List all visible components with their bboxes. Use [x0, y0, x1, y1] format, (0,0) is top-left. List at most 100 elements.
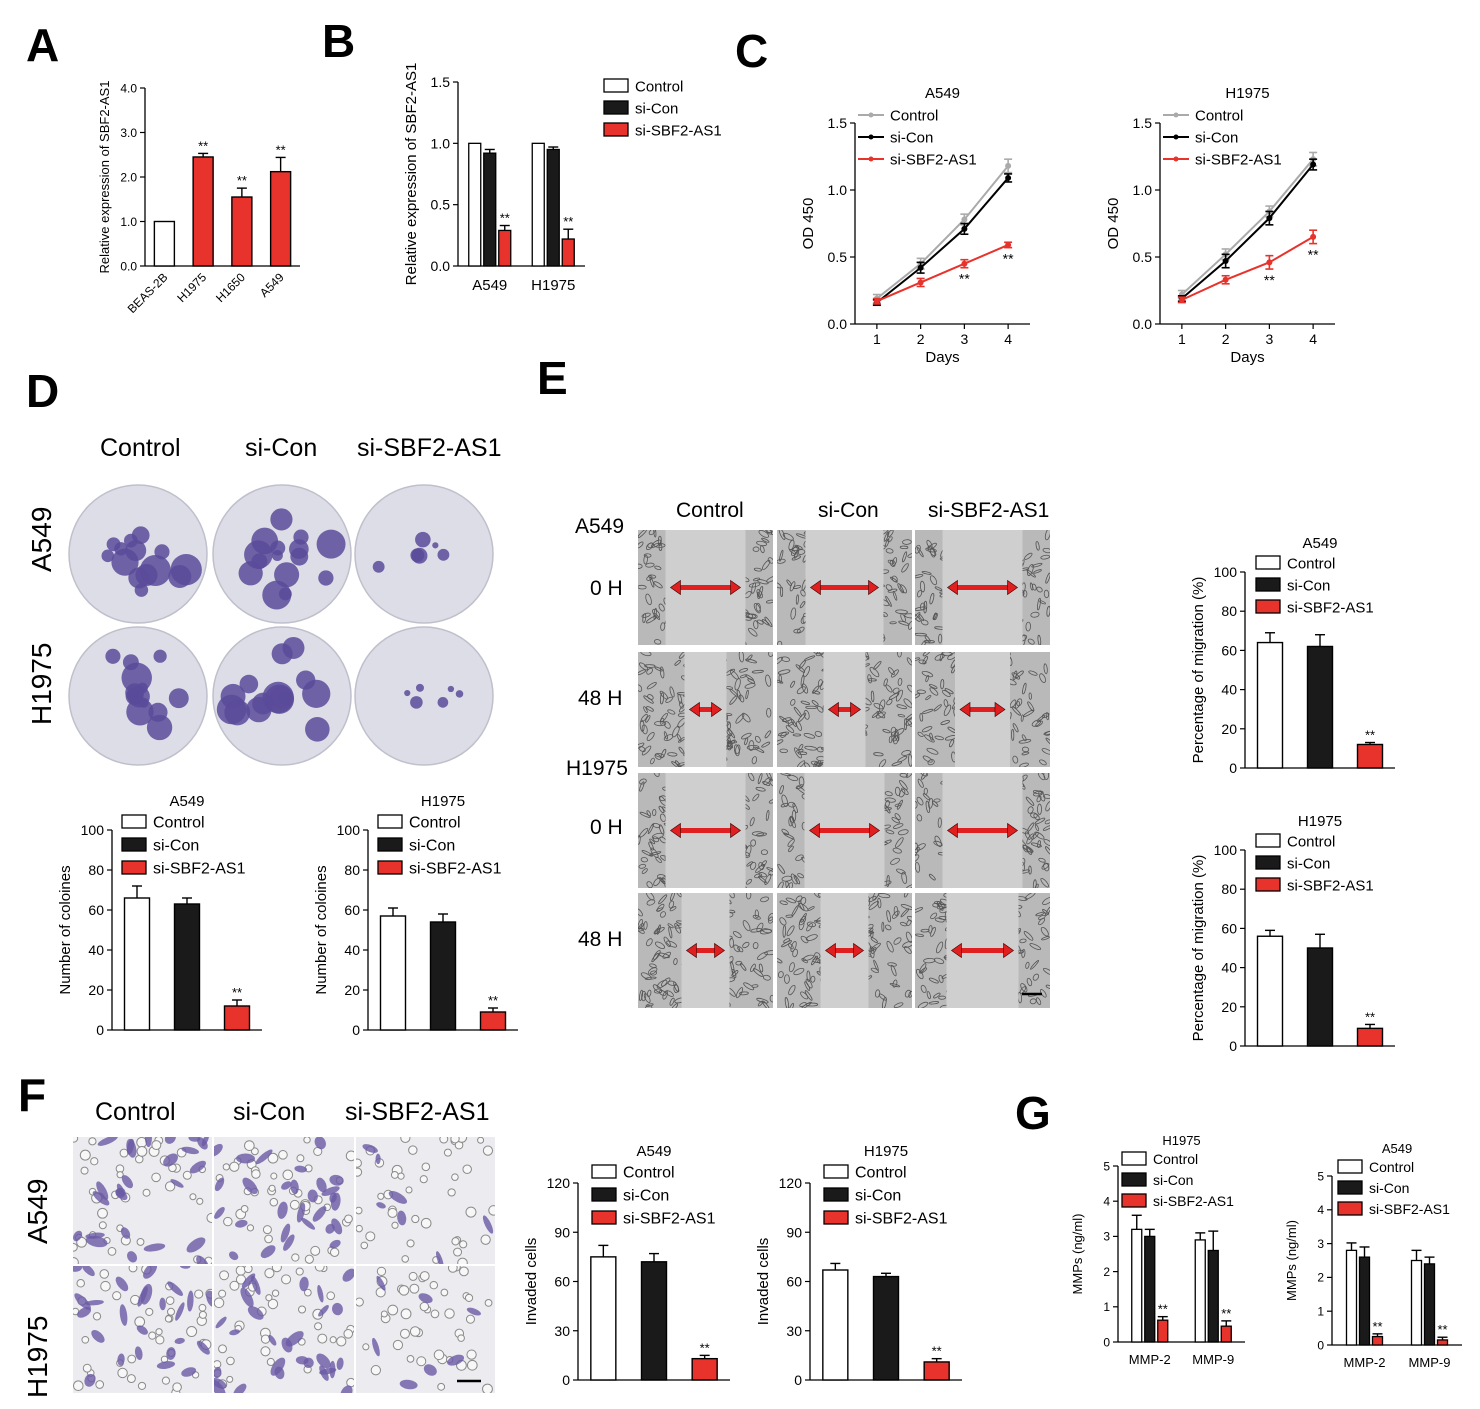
pore [457, 1257, 468, 1264]
cell-texture [745, 845, 752, 857]
chart-f2-ytick-label: 0 [794, 1372, 802, 1388]
cell-texture [660, 622, 666, 631]
cell-texture [926, 991, 931, 1000]
cell-texture [923, 958, 936, 964]
pore [100, 1280, 111, 1292]
cell-texture [652, 984, 662, 993]
cell-texture [1043, 730, 1050, 736]
cell-texture [658, 824, 665, 835]
chart-d1: 0 20 40 60 80 100 Number of coloines A549 ** Cont… [57, 793, 262, 1038]
invaded-cell [260, 1245, 276, 1259]
cell-texture [884, 924, 892, 931]
pore [194, 1289, 204, 1299]
chart-b-ytick-label: 1.0 [431, 135, 451, 151]
pore [314, 1322, 323, 1331]
cell-texture [746, 893, 752, 900]
invaded-cell [236, 1153, 256, 1164]
cell-texture [896, 868, 906, 875]
chart-c1-point [961, 260, 968, 267]
cell-texture [943, 699, 949, 708]
cell-texture [758, 963, 764, 973]
invaded-cell [127, 1251, 138, 1263]
cell-texture [638, 684, 643, 692]
chart-e1-ytick-label: 60 [1221, 642, 1237, 658]
cell-texture [915, 574, 924, 579]
invaded-cell [281, 1337, 293, 1353]
invaded-cell [242, 1177, 258, 1195]
wound-arrow-head [688, 701, 700, 718]
cell-texture [758, 862, 765, 870]
pore [218, 1344, 227, 1354]
cell-texture [932, 800, 939, 807]
wound-arrow-head [809, 579, 821, 596]
pore [214, 1297, 225, 1309]
colony-spot [148, 702, 168, 722]
cell-texture [1045, 906, 1050, 916]
pore [398, 1285, 410, 1296]
chart-g2-ytick-label: 5 [1317, 1169, 1324, 1183]
invaded-cell [196, 1255, 210, 1264]
cell-texture [726, 729, 733, 737]
chart-g1-bar [1157, 1319, 1169, 1343]
cell-texture [675, 893, 682, 898]
cell-texture [741, 712, 751, 723]
chart-d1-legend-swatch [121, 860, 147, 875]
colony-col-si-sbf2: si-SBF2-AS1 [357, 434, 502, 462]
chart-d1-legend-label: si-Con [153, 838, 199, 855]
cell-texture [752, 914, 761, 920]
cell-texture [645, 615, 657, 624]
cell-texture [733, 944, 741, 953]
chart-a: 0.0 1.0 2.0 3.0 4.0 Relative expression of SB… [97, 81, 300, 316]
cell-texture [735, 960, 743, 966]
chart-c2-series-line [1181, 163, 1314, 300]
cell-texture [643, 554, 648, 565]
cell-texture [1025, 621, 1031, 632]
colony-col-control: Control [100, 434, 181, 462]
chart-d2-legend-swatch [377, 837, 403, 852]
chart-d2-ytick-label: 60 [344, 902, 360, 918]
wound-arrow-head [994, 701, 1006, 718]
invasion-col-si-sbf2: si-SBF2-AS1 [345, 1098, 490, 1126]
cell-texture [668, 926, 673, 939]
chart-e2-ylabel: Percentage of migration (%) [1190, 855, 1207, 1042]
chart-b-legend-label: si-SBF2-AS1 [635, 122, 722, 139]
cell-texture [761, 928, 772, 934]
invaded-cell [397, 1210, 407, 1226]
cell-texture [1025, 961, 1030, 969]
chart-a-sig-label: ** [237, 173, 247, 188]
invaded-cell [329, 1239, 341, 1249]
chart-g2-sig-label: ** [1372, 1319, 1382, 1334]
chart-e1-ytick-label: 80 [1221, 603, 1237, 619]
pore [136, 1146, 148, 1157]
chart-g2-bar [1423, 1263, 1436, 1346]
pore [419, 1175, 428, 1184]
wound-image [638, 773, 773, 888]
cell-texture [915, 842, 919, 856]
invaded-cell [376, 1202, 386, 1209]
wound-arrow-head [869, 822, 881, 839]
cell-texture [921, 640, 927, 645]
cell-texture [1043, 839, 1050, 847]
invaded-cell [159, 1297, 166, 1311]
cell-texture [767, 557, 773, 564]
pore [303, 1137, 311, 1144]
cell-texture [658, 805, 665, 814]
cell-texture [794, 747, 802, 759]
cell-texture [1037, 803, 1042, 815]
cell-texture [769, 994, 773, 1003]
cell-texture [652, 808, 657, 817]
chart-d2-legend-swatch [377, 814, 403, 829]
invaded-cell [214, 1177, 225, 1192]
cell-texture [796, 686, 806, 695]
cell-texture [792, 948, 798, 958]
chart-c1-xtick-label: 3 [960, 331, 968, 347]
pore [198, 1310, 207, 1319]
cell-texture [901, 787, 909, 796]
chart-d1-ytick-label: 80 [88, 862, 104, 878]
cell-texture [1035, 541, 1040, 551]
invaded-cell [295, 1356, 309, 1365]
chart-b-ytick-label: 0.0 [431, 258, 451, 274]
cell-texture [920, 984, 927, 993]
colony-spot [121, 662, 152, 694]
pore [271, 1289, 280, 1297]
